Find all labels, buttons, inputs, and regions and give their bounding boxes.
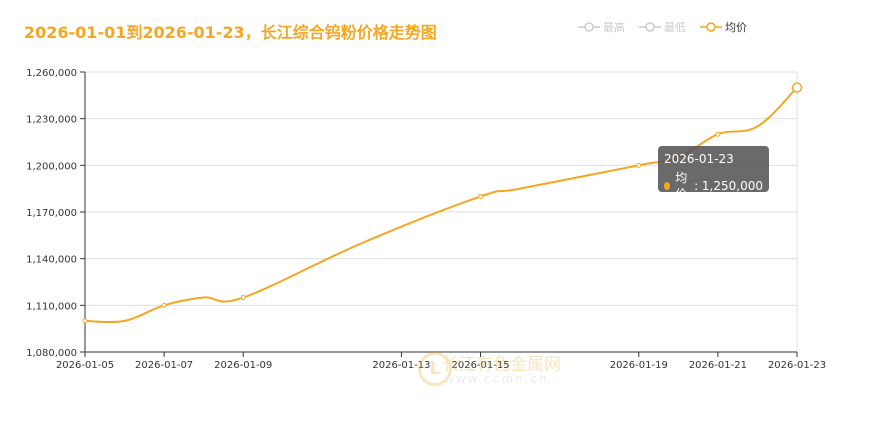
x-tick-label: 2026-01-15 (451, 360, 509, 371)
watermark-logo: L (418, 352, 452, 386)
y-tick-label: 1,110,000 (26, 301, 77, 312)
series-line (84, 86, 798, 324)
y-tick-label: 1,230,000 (26, 115, 77, 126)
y-tick-label: 1,260,000 (26, 68, 77, 79)
watermark-url: www.ccmn.cn (444, 372, 549, 386)
data-point (478, 193, 484, 199)
data-point (636, 162, 642, 168)
circle-line-icon (639, 22, 661, 32)
x-tick-label: 2026-01-21 (689, 360, 747, 371)
tooltip-row: 均价: 1,250,000 (664, 170, 763, 202)
x-tick-label: 2026-01-23 (768, 360, 826, 371)
x-tick-label: 2026-01-13 (372, 360, 430, 371)
legend-label: 最高 (603, 21, 625, 34)
watermark: L 长江有色金属网 www.ccmn.cn (418, 350, 588, 394)
y-tick-label: 1,200,000 (26, 161, 77, 172)
circle-line-icon (700, 22, 722, 32)
legend-item-0[interactable]: 最高 (578, 19, 625, 35)
x-tick-label: 2026-01-09 (214, 360, 272, 371)
x-tick-label: 2026-01-05 (56, 360, 114, 371)
tooltip-date: 2026-01-23 (664, 152, 734, 166)
legend: 最高 最低 均价 (578, 19, 761, 35)
chart-title: 2026-01-01到2026-01-23，长江综合钨粉价格走势图 (24, 23, 437, 42)
data-point (791, 82, 803, 93)
legend-item-2[interactable]: 均价 (700, 19, 747, 35)
y-tick-label: 1,170,000 (26, 208, 77, 219)
data-point (161, 302, 167, 308)
y-tick-label: 1,080,000 (26, 348, 77, 359)
tooltip-series: 均价 (675, 171, 688, 201)
data-point (240, 295, 246, 301)
tooltip-value: 1,250,000 (701, 179, 763, 193)
legend-label: 均价 (725, 21, 747, 34)
watermark-name: 长江有色金属网 (442, 355, 561, 375)
data-point (82, 318, 88, 324)
x-tick-label: 2026-01-19 (610, 360, 668, 371)
x-tick-label: 2026-01-07 (135, 360, 193, 371)
tooltip: 2026-01-23 均价: 1,250,000 (658, 146, 769, 201)
tooltip-marker-icon (664, 182, 671, 190)
tooltip-separator: : (694, 179, 702, 193)
legend-item-1[interactable]: 最低 (639, 19, 686, 35)
data-point (715, 131, 721, 137)
y-tick-label: 1,140,000 (26, 255, 77, 266)
legend-label: 最低 (664, 21, 686, 34)
circle-line-icon (578, 22, 600, 32)
